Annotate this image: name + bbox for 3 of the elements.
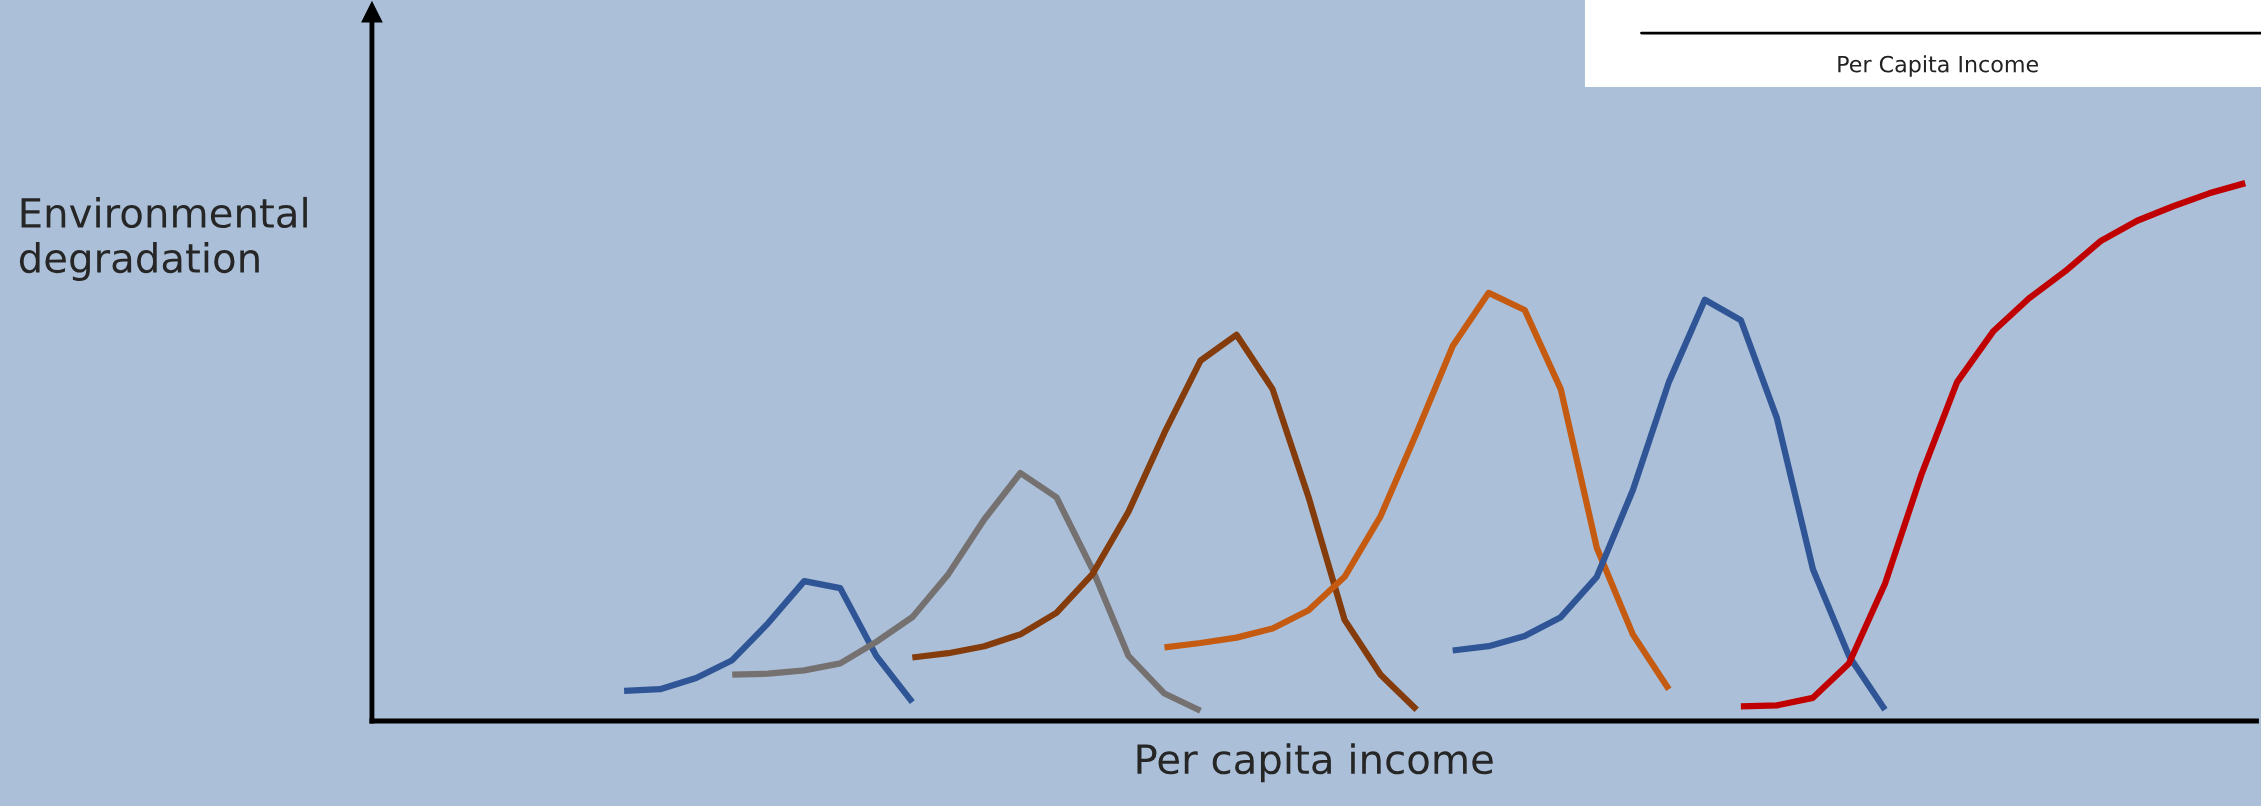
y-axis-title: Environmental degradation xyxy=(19,196,307,281)
text: Per Capita Income xyxy=(1838,55,2039,77)
x-axis-title: Per capita income xyxy=(1137,743,1493,783)
